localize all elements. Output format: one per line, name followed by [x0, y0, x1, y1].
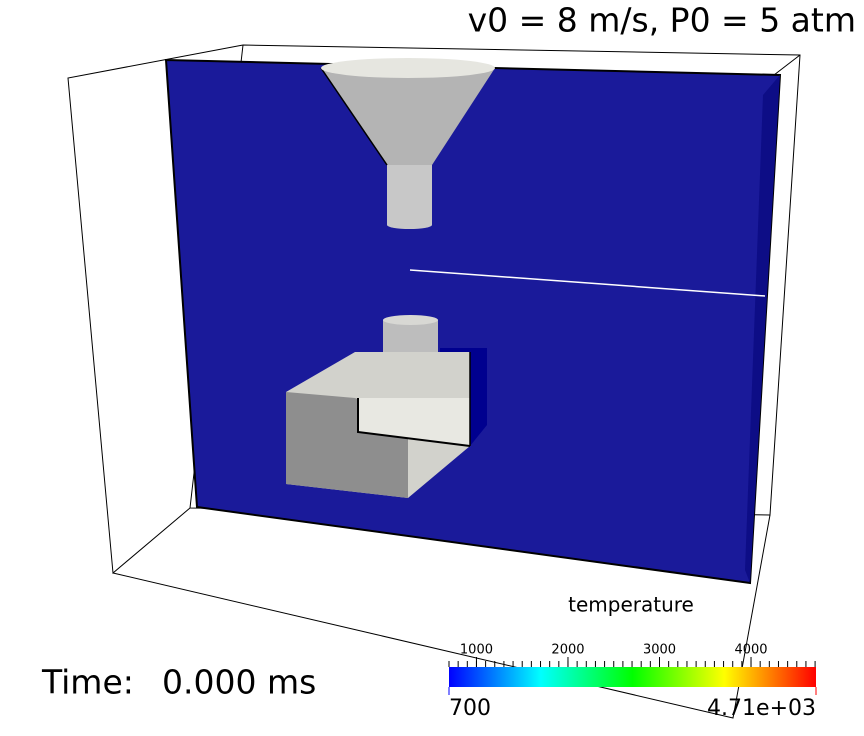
colorbar-gradient	[449, 667, 816, 687]
colorbar-tick-label: 3000	[643, 643, 676, 658]
outline-top-right	[773, 54, 801, 76]
funnel-top	[321, 58, 495, 78]
slice-edge	[745, 75, 780, 583]
scene-geometry	[67, 44, 801, 719]
outline-bottom	[112, 514, 771, 719]
title: v0 = 8 m/s, P0 = 5 atm	[468, 1, 856, 40]
colorbar-tick-label: 2000	[551, 643, 584, 658]
time-value: 0.000 ms	[162, 663, 316, 702]
colorbar-range-label: 4.71e+03	[707, 696, 816, 721]
colorbar-range-label: 700	[449, 696, 491, 721]
colorbar: temperature	[449, 593, 816, 687]
colorbar-title: temperature	[568, 593, 694, 617]
slice-plane	[164, 58, 782, 585]
funnel-cone	[321, 68, 495, 165]
probe-line	[409, 269, 766, 297]
colorbar-tick-label: 4000	[734, 643, 767, 658]
funnel-neck	[387, 165, 432, 225]
time-label: Time:	[41, 663, 134, 702]
outline-front-left	[67, 44, 244, 575]
colorbar-tick-label: 1000	[460, 643, 493, 658]
